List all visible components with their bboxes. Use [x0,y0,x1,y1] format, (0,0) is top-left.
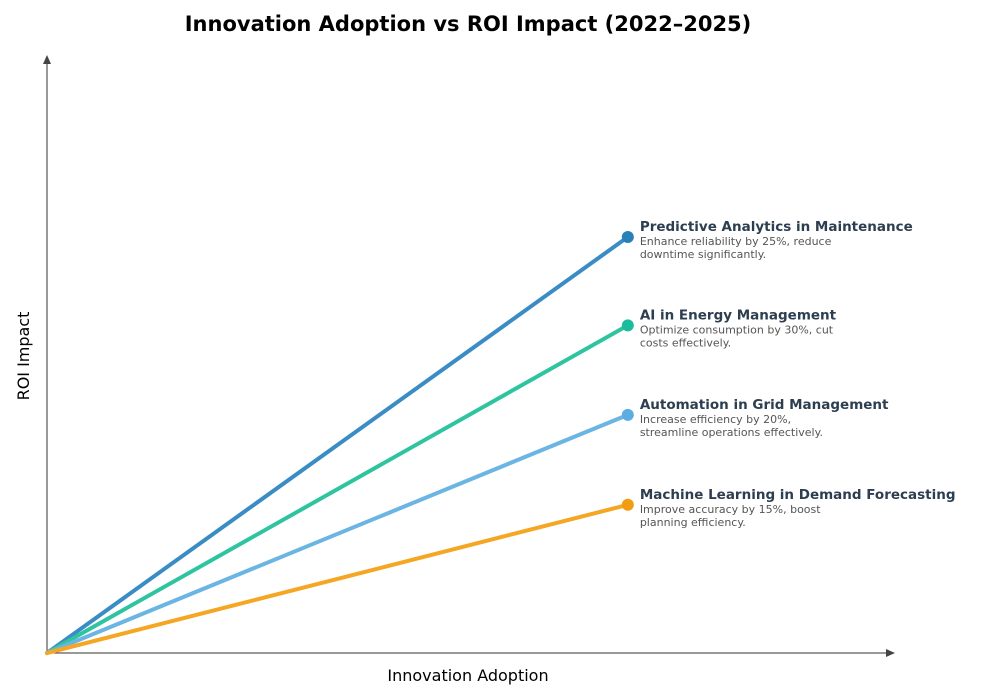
series-line [45,323,630,655]
y-axis-label: ROI Impact [14,312,33,401]
series-label: AI in Energy Management [640,307,837,323]
series-description: Optimize consumption by 30%, cut [640,323,834,336]
series-label: Predictive Analytics in Maintenance [640,219,913,235]
series-description: streamline operations effectively. [640,426,823,439]
series-line [45,235,630,655]
chart-title: Innovation Adoption vs ROI Impact (2022–… [185,12,752,36]
series-label: Machine Learning in Demand Forecasting [640,487,956,503]
series-description: Improve accuracy by 15%, boost [640,503,821,516]
series-description: Enhance reliability by 25%, reduce [640,235,832,248]
series-description: planning efficiency. [640,516,746,529]
y-axis-arrow-icon [43,55,51,64]
series-end-marker [621,319,634,332]
series-end-marker [621,408,634,421]
series-label: Automation in Grid Management [640,397,889,413]
x-axis-label: Innovation Adoption [387,666,548,685]
series-end-marker [621,231,634,243]
series-line [45,502,630,655]
x-axis-arrow-icon [886,649,895,657]
series-description: costs effectively. [640,336,731,349]
series-end-marker [621,498,634,511]
series-description: downtime significantly. [640,248,766,261]
series-description: Increase efficiency by 20%, [640,413,791,426]
series-line [45,412,630,655]
